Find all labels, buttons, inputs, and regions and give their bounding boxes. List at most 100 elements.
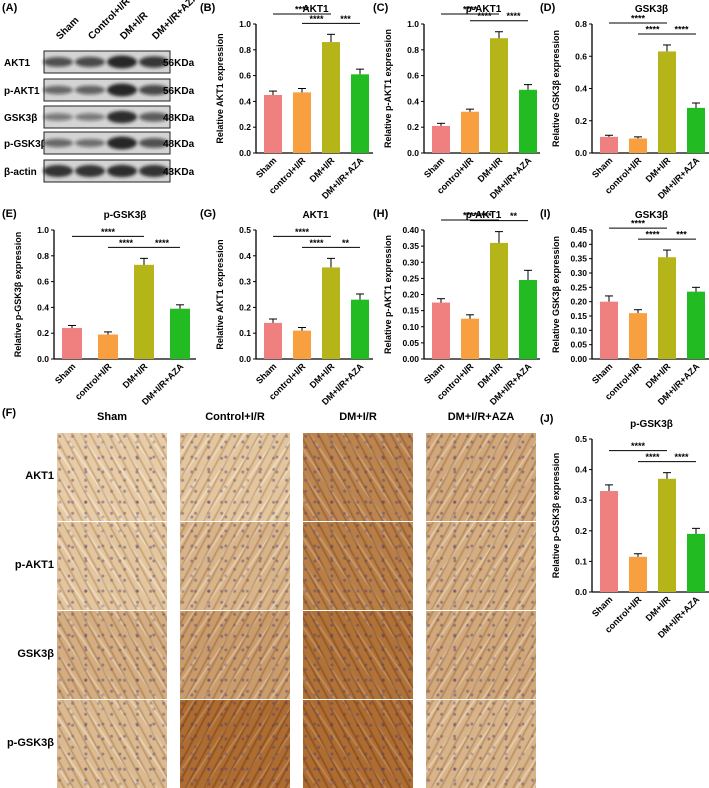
y-tick-label: 0.25: [570, 282, 587, 292]
panel-label-j: (J): [540, 413, 554, 425]
y-tick-label: 0.2: [239, 302, 251, 312]
significance-label: ****: [631, 13, 646, 23]
significance-label: ****: [645, 230, 660, 240]
band-size-label: 43KDa: [163, 167, 195, 178]
significance-label: **: [510, 211, 518, 221]
bar: [687, 291, 705, 359]
ihc-tissue-image: [426, 700, 536, 788]
significance-label: ***: [340, 14, 351, 24]
bar: [264, 94, 282, 153]
x-tick-label: Sham: [422, 361, 446, 385]
bar: [351, 74, 369, 153]
y-tick-label: 0.8: [37, 251, 49, 261]
blot-band: [75, 85, 105, 95]
y-tick-label: 0.2: [37, 328, 49, 338]
panel-label-e: (E): [2, 208, 17, 220]
y-tick-label: 0.1: [239, 328, 251, 338]
chart-title: GSK3β: [635, 210, 668, 221]
chart-title: GSK3β: [635, 4, 668, 15]
y-axis-label: Relative p-AKT1 expression: [383, 29, 393, 148]
bar: [461, 318, 479, 359]
bar: [629, 556, 647, 592]
blot-band: [43, 138, 73, 148]
y-tick-label: 0.00: [570, 354, 587, 364]
ihc-row-label: GSK3β: [17, 648, 54, 660]
bar: [658, 478, 676, 592]
blot-band: [139, 56, 169, 68]
significance-label: ****: [477, 211, 492, 221]
blot-band: [139, 112, 169, 122]
x-tick-label: Sham: [590, 155, 614, 179]
ihc-column-label: DM+I/R+AZA: [447, 411, 515, 423]
bar: [600, 136, 618, 153]
x-tick-label: Sham: [422, 155, 446, 179]
ihc-tissue-image: [180, 433, 290, 521]
band-size-label: 48KDa: [163, 113, 195, 124]
x-tick-label: DM+I/R: [476, 155, 505, 184]
y-tick-label: 0.1: [575, 556, 587, 566]
y-tick-label: 0.20: [402, 290, 419, 300]
blot-band: [43, 57, 73, 67]
y-tick-label: 0.4: [239, 251, 251, 261]
bar: [600, 301, 618, 359]
bar: [62, 328, 82, 359]
y-tick-label: 0.10: [570, 325, 587, 335]
bar: [519, 89, 537, 153]
ihc-tissue-image: [303, 522, 413, 610]
blot-band: [43, 113, 73, 121]
bar: [629, 138, 647, 153]
significance-label: **: [342, 238, 350, 248]
y-tick-label: 0.6: [575, 51, 587, 61]
significance-label: ****: [101, 227, 116, 237]
significance-label: ****: [119, 238, 134, 248]
y-axis-label: Relative p-AKT1 expression: [383, 235, 393, 354]
y-tick-label: 0.4: [575, 84, 587, 94]
y-tick-label: 1.0: [407, 19, 419, 29]
protein-label: p-AKT1: [4, 86, 40, 97]
y-tick-label: 0.6: [407, 71, 419, 81]
significance-label: ****: [645, 452, 660, 462]
significance-label: ****: [645, 24, 660, 34]
y-tick-label: 0.15: [570, 311, 587, 321]
y-tick-label: 0.8: [239, 45, 251, 55]
x-tick-label: Sham: [590, 361, 614, 385]
y-tick-label: 1.0: [239, 19, 251, 29]
y-tick-label: 0.45: [570, 225, 587, 235]
y-tick-label: 0.4: [239, 96, 251, 106]
y-axis-label: Relative GSK3β expression: [551, 30, 561, 147]
chart-i-gsk3b: GSK3β Relative GSK3β expression 0.00 0.05 0.…: [551, 210, 709, 406]
ihc-row-label: p-AKT1: [14, 559, 54, 571]
bar: [658, 257, 676, 359]
chart-title: p-GSK3β: [630, 419, 673, 430]
chart-j-p-gsk3b: p-GSK3β Relative p-GSK3β expression 0.0 0.1…: [551, 419, 709, 640]
bar: [98, 334, 118, 359]
y-tick-label: 0.35: [402, 241, 419, 251]
significance-label: ****: [631, 441, 646, 451]
ihc-column-label: DM+I/R: [339, 411, 377, 423]
western-blot-figure: Sham Control+I/RDM+I/R DM+I/R+AZA AKT1 56KD…: [4, 0, 201, 183]
significance-label: ****: [506, 11, 521, 21]
ihc-row-label: p-GSK3β: [6, 737, 54, 749]
x-tick-label: DM+I/R: [476, 361, 505, 390]
y-tick-label: 0.0: [239, 354, 251, 364]
bar: [490, 242, 508, 359]
lane-label: DM+I/R: [118, 10, 150, 42]
chart-title: AKT1: [302, 4, 329, 15]
y-tick-label: 0.0: [407, 148, 419, 158]
y-tick-label: 0.3: [575, 495, 587, 505]
ihc-column-label: Control+I/R: [205, 411, 265, 423]
y-tick-label: 0.30: [402, 257, 419, 267]
y-tick-label: 0.5: [239, 225, 251, 235]
chart-g-akt1: AKT1 Relative AKT1 expression 0.0 0.1 0.2 0.3…: [215, 210, 373, 406]
y-tick-label: 0.4: [575, 465, 587, 475]
x-tick-label: DM+I/R: [308, 361, 337, 390]
chart-title: p-AKT1: [466, 4, 502, 15]
x-tick-label: Sham: [254, 361, 278, 385]
ihc-tissue-image: [180, 700, 290, 788]
y-tick-label: 0.40: [402, 225, 419, 235]
protein-label: GSK3β: [4, 113, 37, 124]
x-tick-label: DM+I/R: [644, 361, 673, 390]
blot-band: [75, 165, 105, 177]
blot-band: [43, 165, 73, 177]
y-tick-label: 0.0: [37, 354, 49, 364]
